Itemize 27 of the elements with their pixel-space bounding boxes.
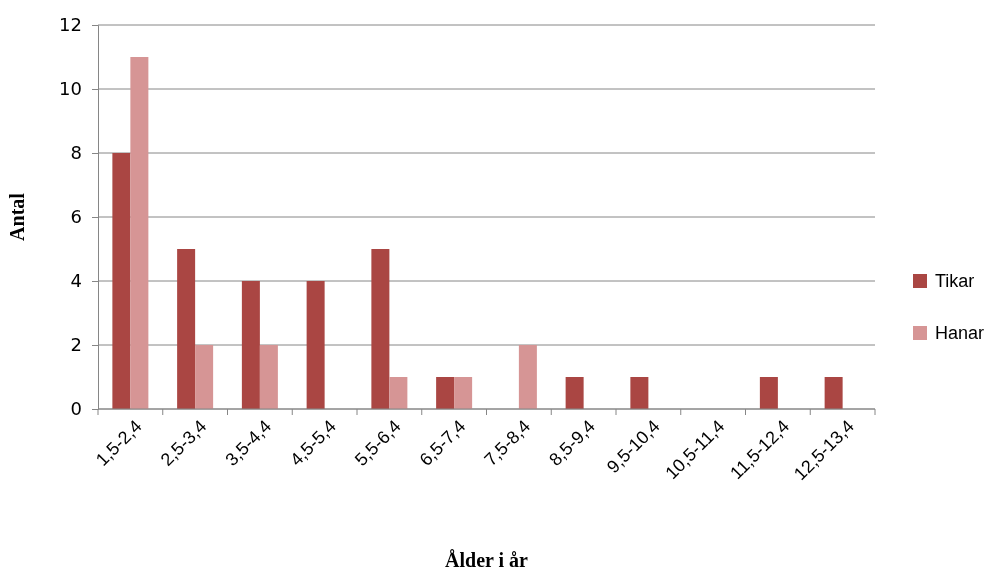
bar — [630, 377, 649, 409]
bar — [759, 377, 778, 409]
bar — [436, 377, 455, 409]
y-tick-label: 6 — [70, 206, 82, 228]
y-tick-label: 2 — [70, 334, 82, 356]
bar — [195, 345, 214, 409]
y-tick-label: 8 — [70, 142, 82, 164]
bar — [518, 345, 537, 409]
bar — [454, 377, 473, 409]
bar — [389, 377, 408, 409]
y-tick-label: 0 — [70, 398, 82, 420]
bar — [112, 153, 131, 409]
y-tick-label: 4 — [70, 270, 82, 292]
bar — [130, 57, 149, 409]
legend-label: Hanar — [935, 323, 985, 344]
bar — [565, 377, 584, 409]
bar — [241, 281, 260, 409]
y-tick-label: 10 — [59, 78, 82, 100]
y-axis-title: Antal — [6, 192, 28, 241]
y-tick-label: 12 — [59, 14, 82, 36]
bar — [177, 249, 196, 409]
bar — [306, 281, 325, 409]
bar — [824, 377, 843, 409]
bar — [259, 345, 278, 409]
x-axis-title: Ålder i år — [445, 549, 529, 571]
legend-label: Tikar — [935, 271, 975, 292]
bar — [371, 249, 390, 409]
